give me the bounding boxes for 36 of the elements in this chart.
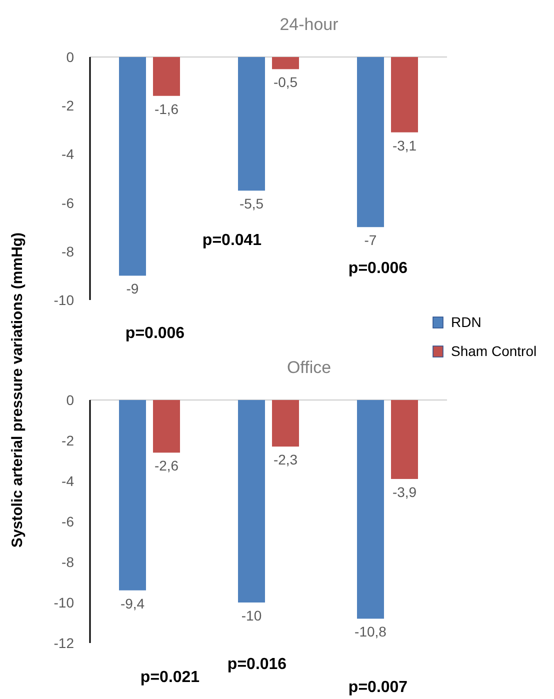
y-tick-label: -4 <box>62 146 74 162</box>
data-label: -3,9 <box>392 484 417 500</box>
y-tick-label: -2 <box>62 98 74 114</box>
y-tick-label: -6 <box>62 194 74 211</box>
data-label: -3,1 <box>392 137 417 154</box>
chart-title: Office <box>286 358 332 377</box>
data-label: -5,5 <box>239 196 264 212</box>
chart-title: 24-hour <box>280 15 339 34</box>
text: p=0.021 <box>140 669 200 686</box>
data-label: -0,5 <box>273 74 298 90</box>
y-tick-label: -6 <box>62 514 74 530</box>
data-label: -1,6 <box>154 100 179 117</box>
data-label: -10 <box>241 608 262 624</box>
data-label: -10,8 <box>354 624 387 640</box>
data-label: -7 <box>364 232 377 248</box>
legend-label: Sham Control <box>451 343 537 359</box>
y-tick-label: 0 <box>66 392 74 408</box>
y-tick-label: -12 <box>54 635 74 651</box>
y-tick-label: -10 <box>54 292 74 308</box>
legend-label: RDN <box>451 314 482 330</box>
y-tick-label: -10 <box>54 594 74 610</box>
text: p=0.007 <box>348 679 408 696</box>
annotation: p=0.041 <box>202 232 262 249</box>
data-label: -9 <box>126 280 139 297</box>
text: p=0.016 <box>227 656 287 673</box>
y-tick-label: 0 <box>66 49 74 65</box>
y-tick-label: -4 <box>62 473 74 489</box>
data-label: -2,3 <box>273 452 298 468</box>
annotation: p=0.006 <box>348 260 408 277</box>
text: p=0.006 <box>125 325 185 342</box>
data-label: -2,6 <box>154 458 179 474</box>
y-tick-label: -8 <box>62 554 74 570</box>
data-label: -9,4 <box>120 595 145 612</box>
y-axis-title: Systolic arterial pressure variations (mmHg) <box>9 232 26 548</box>
y-tick-label: -8 <box>62 243 74 260</box>
y-tick-label: -2 <box>62 432 74 448</box>
